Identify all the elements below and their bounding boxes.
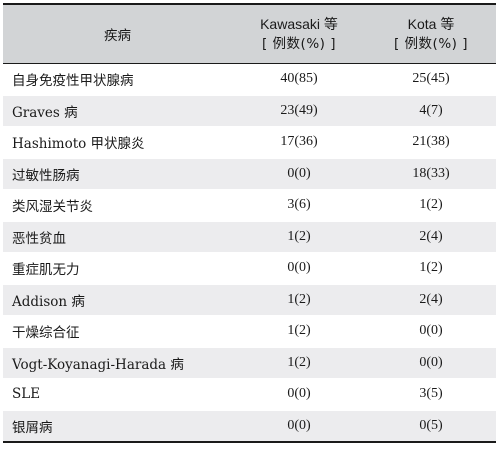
header-kota-unit: [ 例数(%) ] [394, 36, 468, 52]
header-kawasaki: Kawasaki 等 [ 例数(%) ] [232, 3, 366, 64]
cell-kota: 3(5) [366, 378, 496, 411]
cell-disease: 自身免疫性甲状腺病 [3, 63, 232, 96]
cell-kawasaki: 0(0) [232, 378, 366, 411]
cell-disease: Addison 病 [3, 284, 232, 316]
cell-kawasaki: 1(2) [232, 221, 366, 253]
header-kawasaki-unit: [ 例数(%) ] [262, 36, 336, 52]
cell-kota: 1(2) [366, 189, 496, 222]
table-row: 干燥综合征 1(2) 0(0) [3, 315, 496, 348]
table-row: 过敏性肠病 0(0) 18(33) [3, 158, 496, 190]
cell-kota: 0(5) [366, 410, 496, 443]
table-row: Vogt-Koyanagi-Harada 病 1(2) 0(0) [3, 347, 496, 379]
cell-kota: 2(4) [366, 221, 496, 253]
cell-kota: 25(45) [366, 63, 496, 96]
cell-disease: 类风湿关节炎 [3, 189, 232, 222]
cell-kawasaki: 1(2) [232, 284, 366, 316]
cell-kawasaki: 3(6) [232, 189, 366, 222]
header-kawasaki-title: Kawasaki 等 [260, 16, 338, 32]
table-row: Graves 病 23(49) 4(7) [3, 95, 496, 127]
table-row: SLE 0(0) 3(5) [3, 378, 496, 411]
cell-disease: Hashimoto 甲状腺炎 [3, 126, 232, 159]
table-row: 银屑病 0(0) 0(5) [3, 410, 496, 443]
cell-kota: 0(0) [366, 315, 496, 348]
cell-kawasaki: 17(36) [232, 126, 366, 159]
disease-comparison-table: 疾病 Kawasaki 等 [ 例数(%) ] Kota 等 [ 例数(%) ]… [3, 3, 496, 443]
cell-disease: Graves 病 [3, 95, 232, 127]
cell-kawasaki: 0(0) [232, 252, 366, 285]
header-kota: Kota 等 [ 例数(%) ] [366, 3, 496, 64]
cell-kawasaki: 23(49) [232, 95, 366, 127]
table-row: Addison 病 1(2) 2(4) [3, 284, 496, 316]
header-kota-title: Kota 等 [407, 16, 455, 32]
table-header: 疾病 Kawasaki 等 [ 例数(%) ] Kota 等 [ 例数(%) ] [3, 3, 496, 64]
cell-kota: 2(4) [366, 284, 496, 316]
table-row: 类风湿关节炎 3(6) 1(2) [3, 189, 496, 222]
cell-kota: 21(38) [366, 126, 496, 159]
header-disease: 疾病 [3, 3, 232, 64]
table-row: 恶性贫血 1(2) 2(4) [3, 221, 496, 253]
table-row: 重症肌无力 0(0) 1(2) [3, 252, 496, 285]
header-row: 疾病 Kawasaki 等 [ 例数(%) ] Kota 等 [ 例数(%) ] [3, 3, 496, 64]
cell-kawasaki: 0(0) [232, 158, 366, 190]
table-body: 自身免疫性甲状腺病 40(85) 25(45) Graves 病 23(49) 4(7) H… [3, 63, 496, 443]
disease-comparison-table-container: 疾病 Kawasaki 等 [ 例数(%) ] Kota 等 [ 例数(%) ]… [3, 3, 496, 443]
cell-kawasaki: 0(0) [232, 410, 366, 443]
cell-disease: SLE [3, 378, 232, 411]
table-row: Hashimoto 甲状腺炎 17(36) 21(38) [3, 126, 496, 159]
cell-disease: 干燥综合征 [3, 315, 232, 348]
cell-disease: Vogt-Koyanagi-Harada 病 [3, 347, 232, 379]
cell-disease: 重症肌无力 [3, 252, 232, 285]
cell-disease: 恶性贫血 [3, 221, 232, 253]
cell-disease: 过敏性肠病 [3, 158, 232, 190]
cell-kawasaki: 1(2) [232, 315, 366, 348]
table-row: 自身免疫性甲状腺病 40(85) 25(45) [3, 63, 496, 96]
cell-kota: 18(33) [366, 158, 496, 190]
cell-kawasaki: 1(2) [232, 347, 366, 379]
cell-kota: 0(0) [366, 347, 496, 379]
cell-kota: 1(2) [366, 252, 496, 285]
cell-disease: 银屑病 [3, 410, 232, 443]
cell-kota: 4(7) [366, 95, 496, 127]
cell-kawasaki: 40(85) [232, 63, 366, 96]
